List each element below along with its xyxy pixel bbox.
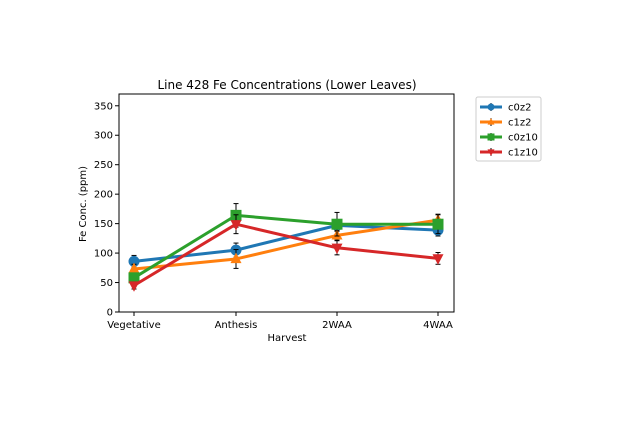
- data-point: [128, 262, 140, 274]
- legend-label: c0z10: [508, 133, 538, 144]
- y-axis-label: Fe Conc. (ppm): [78, 166, 89, 242]
- y-tick-label: 200: [94, 190, 113, 201]
- legend-label: c0z2: [508, 103, 531, 114]
- axis-ticks: 0 50 100 150 200 250 300 350 Vegetative Anthesis 2…: [94, 101, 453, 331]
- y-tick-label: 250: [94, 160, 113, 171]
- data-point: [128, 255, 140, 267]
- y-tick-label: 300: [94, 131, 113, 142]
- legend: c0z2 c1z2 c0z10 c1z10: [475, 96, 542, 162]
- series-line: [133, 222, 439, 287]
- y-tick-label: 150: [94, 219, 113, 230]
- y-tick-label: 100: [94, 249, 113, 260]
- data-point: [331, 218, 343, 230]
- data-point: [432, 218, 444, 230]
- series-c1z10: [128, 214, 444, 292]
- legend-box: [475, 96, 542, 162]
- y-tick-label: 350: [94, 101, 113, 112]
- data-point: [128, 272, 140, 284]
- data-point: [230, 220, 242, 231]
- x-tick-label: Vegetative: [107, 320, 161, 331]
- legend-label: c1z2: [508, 118, 531, 129]
- series-line: [133, 218, 439, 271]
- legend-label: c1z10: [508, 148, 538, 159]
- chart-title: Line 428 Fe Concentrations (Lower Leaves…: [157, 78, 416, 92]
- x-tick-label: 4WAA: [423, 320, 453, 331]
- series-c0z10: [128, 203, 444, 284]
- legend-item-c1z10: c1z10: [480, 148, 538, 159]
- legend-item-c0z10: c0z10: [480, 133, 538, 144]
- data-point: [331, 243, 343, 255]
- y-tick-label: 0: [107, 308, 113, 319]
- x-axis-label: Harvest: [268, 333, 307, 344]
- series-layer: [128, 203, 444, 292]
- data-point: [432, 254, 444, 265]
- x-tick-label: Anthesis: [215, 320, 258, 331]
- legend-item-c0z2: c0z2: [480, 103, 531, 114]
- legend-marker: [487, 133, 495, 141]
- plot-frame: [118, 93, 455, 313]
- data-point: [230, 252, 242, 264]
- legend-marker: [487, 149, 495, 157]
- y-tick-label: 50: [100, 278, 113, 289]
- legend-item-c1z2: c1z2: [480, 118, 531, 129]
- data-point: [128, 281, 140, 292]
- series-line: [133, 213, 438, 280]
- x-tick-label: 2WAA: [322, 320, 352, 331]
- legend-marker: [487, 117, 495, 125]
- series-line: [133, 223, 439, 263]
- legend-marker: [487, 103, 495, 111]
